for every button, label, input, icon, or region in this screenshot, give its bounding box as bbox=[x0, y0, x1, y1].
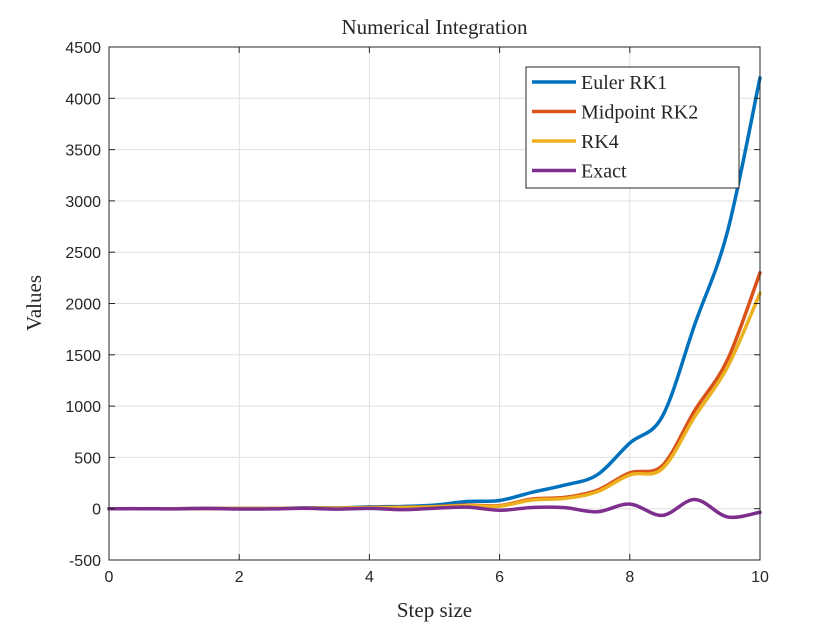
y-tick-label: 1000 bbox=[65, 399, 101, 416]
y-tick-label: 4500 bbox=[65, 40, 101, 57]
x-axis-label: Step size bbox=[397, 598, 472, 622]
legend: Euler RK1 Midpoint RK2 RK4 Exact bbox=[525, 66, 740, 189]
legend-label: Euler RK1 bbox=[581, 72, 667, 94]
y-tick-label: 1500 bbox=[65, 348, 101, 365]
x-tick-label: 6 bbox=[495, 569, 504, 586]
y-tick-label: 4000 bbox=[65, 91, 101, 108]
y-tick-label: 3500 bbox=[65, 143, 101, 160]
y-axis-ticks: -500 0 500 1000 1500 2000 2500 3000 3500 4000 4500 bbox=[65, 40, 760, 570]
x-axis-ticks: 0 2 4 6 8 10 bbox=[105, 47, 769, 586]
y-tick-label: -500 bbox=[69, 553, 101, 570]
legend-box bbox=[525, 66, 740, 189]
legend-label: Exact bbox=[581, 161, 627, 183]
x-tick-label: 4 bbox=[365, 569, 374, 586]
x-tick-label: 10 bbox=[751, 569, 769, 586]
y-tick-label: 0 bbox=[92, 502, 101, 519]
legend-label: RK4 bbox=[581, 131, 619, 153]
y-tick-label: 3000 bbox=[65, 194, 101, 211]
x-tick-label: 0 bbox=[105, 569, 114, 586]
y-axis-label: Values bbox=[22, 275, 46, 331]
series-line-exact bbox=[107, 497, 762, 520]
gridlines bbox=[109, 47, 760, 560]
x-tick-label: 8 bbox=[625, 569, 634, 586]
series-lines bbox=[107, 76, 762, 520]
y-tick-label: 500 bbox=[74, 450, 101, 467]
chart-title: Numerical Integration bbox=[341, 15, 528, 39]
y-tick-label: 2000 bbox=[65, 297, 101, 314]
y-tick-label: 2500 bbox=[65, 245, 101, 262]
legend-label: Midpoint RK2 bbox=[581, 102, 698, 124]
x-tick-label: 2 bbox=[235, 569, 244, 586]
